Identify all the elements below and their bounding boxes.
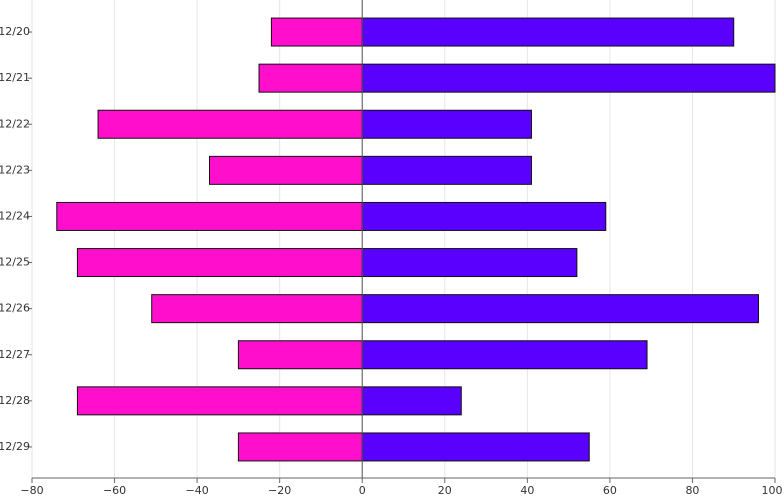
bar <box>237 432 363 462</box>
x-tick-label: 0 <box>359 484 366 497</box>
bar <box>208 155 363 185</box>
bar <box>361 432 590 462</box>
y-tick-label: 12/20 <box>0 25 30 38</box>
bar <box>361 340 648 370</box>
x-tick-label: 60 <box>603 484 617 497</box>
x-tick-label: −60 <box>103 484 126 497</box>
bar <box>237 340 363 370</box>
x-tick-label: 100 <box>762 484 783 497</box>
bar <box>361 294 759 324</box>
bar <box>361 248 578 278</box>
x-tick-label: −40 <box>186 484 209 497</box>
y-tick-label: 12/23 <box>0 163 30 176</box>
bar <box>258 63 363 93</box>
bar <box>361 386 462 416</box>
y-tick-label: 12/21 <box>0 71 30 84</box>
y-tick-label: 12/26 <box>0 302 30 315</box>
y-tick-label: 12/25 <box>0 256 30 269</box>
y-tick-label: 12/27 <box>0 348 30 361</box>
bar <box>361 63 776 93</box>
bar <box>270 17 363 47</box>
bar <box>361 109 532 139</box>
bar <box>76 248 363 278</box>
bar <box>76 386 363 416</box>
y-tick-label: 12/24 <box>0 209 30 222</box>
bar <box>97 109 363 139</box>
x-tick-label: 80 <box>685 484 699 497</box>
y-tick-label: 12/28 <box>0 394 30 407</box>
bar <box>56 201 363 231</box>
bar <box>151 294 363 324</box>
bar <box>361 17 735 47</box>
x-tick-label: 40 <box>520 484 534 497</box>
x-tick-label: −20 <box>268 484 291 497</box>
y-tick-label: 12/22 <box>0 117 30 130</box>
x-tick-label: 20 <box>438 484 452 497</box>
bar <box>361 201 607 231</box>
y-tick-label: 12/29 <box>0 440 30 453</box>
bar <box>361 155 532 185</box>
x-tick-label: −80 <box>20 484 43 497</box>
